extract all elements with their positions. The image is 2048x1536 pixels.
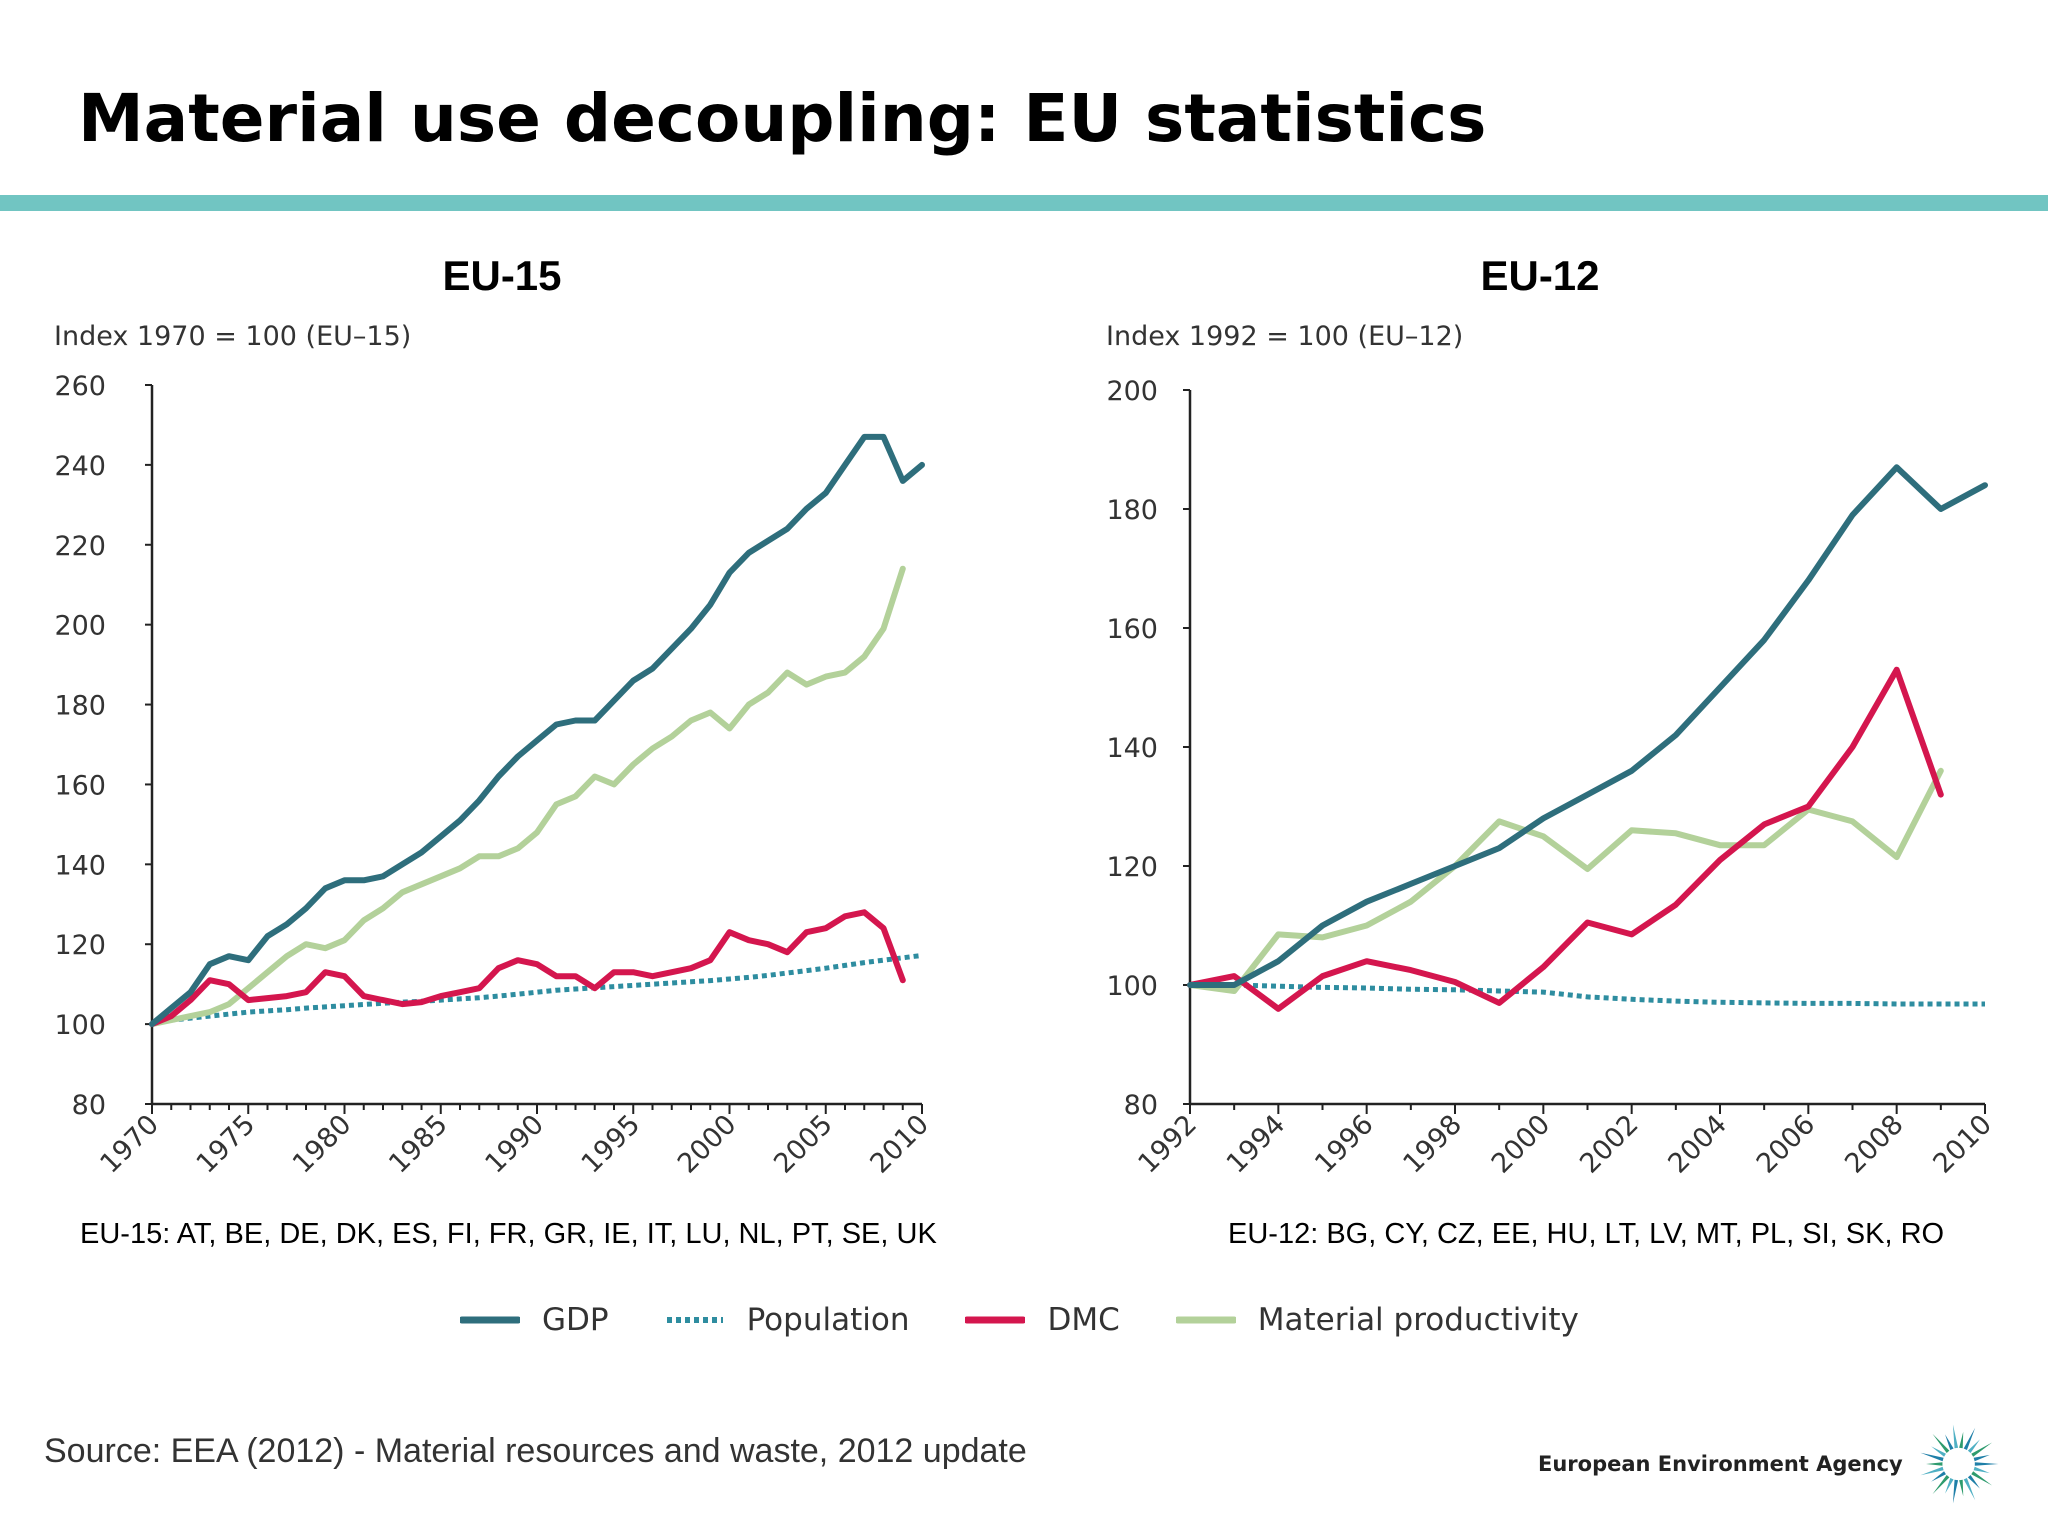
y-tick-label-eu15: 80 xyxy=(72,1090,106,1121)
legend-label-gdp: GDP xyxy=(542,1302,609,1338)
eea-sun-ray xyxy=(1952,1479,1958,1504)
x-tick-label-eu15: 1995 xyxy=(576,1109,647,1180)
legend-item-gdp: GDP xyxy=(460,1302,609,1338)
y-tick-label-eu15: 140 xyxy=(54,850,106,881)
eea-sun-ray xyxy=(1930,1471,1946,1482)
x-tick-label-eu15: 1990 xyxy=(479,1109,550,1180)
eea-sun-ray xyxy=(1932,1475,1950,1495)
legend-label-material-productivity: Material productivity xyxy=(1257,1302,1579,1338)
series-line-gdp-eu15 xyxy=(149,433,925,1028)
eea-sun-core xyxy=(1947,1453,1970,1475)
slide-title: Material use decoupling: EU statistics xyxy=(78,80,1487,157)
y-tick-label-eu15: 260 xyxy=(54,371,106,402)
y-tick-label-eu15: 240 xyxy=(54,451,106,482)
x-tick-label-eu15: 2005 xyxy=(768,1109,839,1180)
y-tick-label-eu15: 160 xyxy=(54,770,106,801)
eea-sun-ray xyxy=(1952,1424,1958,1449)
series-line-material-productivity-eu15 xyxy=(149,565,906,1028)
x-tick-label-eu15: 1980 xyxy=(287,1109,358,1180)
legend-item-dmc: DMC xyxy=(965,1302,1120,1338)
legend-swatch-material-productivity xyxy=(1175,1316,1236,1324)
eea-sun-ray xyxy=(1920,1466,1944,1476)
y-axis-label-eu15: Index 1970 = 100 (EU–15) xyxy=(54,321,411,352)
eea-sun-ray xyxy=(1958,1431,1963,1449)
legend-label-dmc: DMC xyxy=(1047,1302,1120,1338)
legend-swatch-gdp xyxy=(460,1316,520,1324)
chart-title-eu15: EU-15 xyxy=(442,252,562,299)
eea-sun-ray xyxy=(1973,1454,1990,1462)
x-tick-label-eu15: 1985 xyxy=(383,1109,454,1180)
eea-sun-ray xyxy=(1944,1434,1954,1450)
legend-item-population: Population xyxy=(665,1302,910,1338)
source-note: Source: EEA (2012) - Material resources … xyxy=(44,1432,1027,1470)
y-tick-label-eu15: 120 xyxy=(54,930,106,961)
eea-sun-ray xyxy=(1971,1471,1992,1486)
legend: GDP Population DMC Material productivity xyxy=(460,1295,1635,1345)
eea-sun-ray xyxy=(1973,1466,1990,1474)
caption-eu15: EU-15: AT, BE, DE, DK, ES, FI, FR, GR, I… xyxy=(80,1218,937,1250)
eea-sun-ray xyxy=(1944,1478,1954,1494)
eea-sun-ray xyxy=(1963,1427,1975,1450)
caption-eu12: EU-12: BG, CY, CZ, EE, HU, LT, LV, MT, P… xyxy=(1228,1218,1945,1250)
legend-swatch-dmc xyxy=(965,1316,1026,1324)
chart-title-eu12: EU-12 xyxy=(1480,252,1600,299)
eea-sun-ray xyxy=(1963,1478,1975,1501)
eea-sun-ray xyxy=(1967,1439,1980,1453)
series-line-population-eu15 xyxy=(151,952,923,1027)
x-tick-label-eu15: 1975 xyxy=(191,1109,262,1180)
eea-sun-ray xyxy=(1971,1442,1992,1457)
eea-sun-ray xyxy=(1974,1462,1999,1466)
legend-swatch-population xyxy=(666,1317,723,1323)
legend-item-material-productivity: Material productivity xyxy=(1175,1302,1579,1338)
eea-sun-ray xyxy=(1920,1452,1944,1462)
eea-sun-ray xyxy=(1925,1462,1943,1466)
eea-sun-ray xyxy=(1967,1475,1980,1489)
eea-sun-icon xyxy=(1920,1424,1999,1504)
y-tick-label-eu15: 200 xyxy=(54,611,106,642)
legend-label-population: Population xyxy=(746,1302,910,1338)
x-tick-label-eu15: 2010 xyxy=(864,1109,935,1180)
y-tick-label-eu15: 180 xyxy=(54,691,106,722)
y-tick-label-eu15: 100 xyxy=(54,1010,106,1041)
eea-logo-text: European Environment Agency xyxy=(1538,1452,1903,1476)
eea-sun-ray xyxy=(1930,1446,1946,1457)
y-tick-label-eu15: 220 xyxy=(54,531,106,562)
series-line-dmc-eu15 xyxy=(149,909,906,1028)
title-rule xyxy=(0,195,2048,211)
eea-sun-ray xyxy=(1958,1479,1963,1497)
eea-sun-ray xyxy=(1932,1433,1950,1453)
eea-logo: European Environment Agency xyxy=(1538,1418,2000,1510)
x-tick-label-eu15: 2000 xyxy=(672,1109,743,1180)
